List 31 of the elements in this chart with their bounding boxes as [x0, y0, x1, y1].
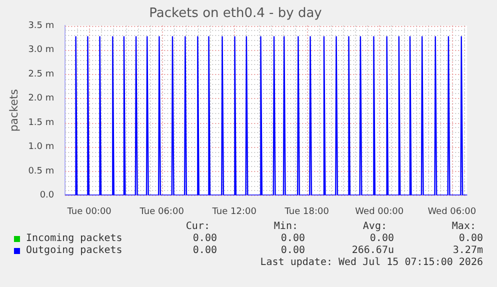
chart-title: Packets on eth0.4 - by day	[149, 6, 322, 22]
text: 0.00	[192, 245, 217, 256]
text: Last update: Wed Jul 15 07:15:00 2026	[260, 257, 483, 268]
text: Max:	[452, 221, 476, 232]
y-tick-label: 3.0 m	[28, 45, 54, 56]
x-tick-label: Wed 06:00	[428, 206, 476, 217]
x-tick-label: Tue 00:00	[66, 206, 112, 217]
x-tick-label: Wed 00:00	[355, 206, 404, 217]
y-tick-label: 2.0 m	[28, 94, 54, 104]
x-tick-label: Tue 18:00	[284, 206, 330, 217]
x-tick-label: Tue 12:00	[211, 206, 257, 217]
y-tick-label: 1.5 m	[28, 118, 54, 128]
text: Cur:	[186, 221, 210, 232]
text: 0.00	[280, 245, 305, 256]
y-axis-title: packets	[7, 88, 20, 132]
text: 0.00	[192, 233, 217, 244]
y-tick-label: 1.0 m	[28, 142, 54, 152]
text: Min:	[274, 221, 298, 232]
y-tick-label: 0.0	[40, 190, 54, 201]
text: Avg:	[362, 221, 387, 232]
y-tick-label: 0.5 m	[28, 166, 54, 176]
y-tick-label: 2.5 m	[28, 69, 54, 80]
text: 0.00	[370, 233, 394, 244]
text: 3.27m	[452, 245, 483, 256]
text: 266.67u	[352, 245, 394, 256]
text: 0.00	[458, 233, 483, 244]
text: 0.00	[280, 233, 305, 244]
legend-label: Incoming packets	[26, 233, 122, 244]
legend-label: Outgoing packets	[26, 245, 122, 256]
y-tick-label: 3.5 m	[28, 20, 54, 31]
x-tick-label: Tue 06:00	[138, 206, 184, 217]
